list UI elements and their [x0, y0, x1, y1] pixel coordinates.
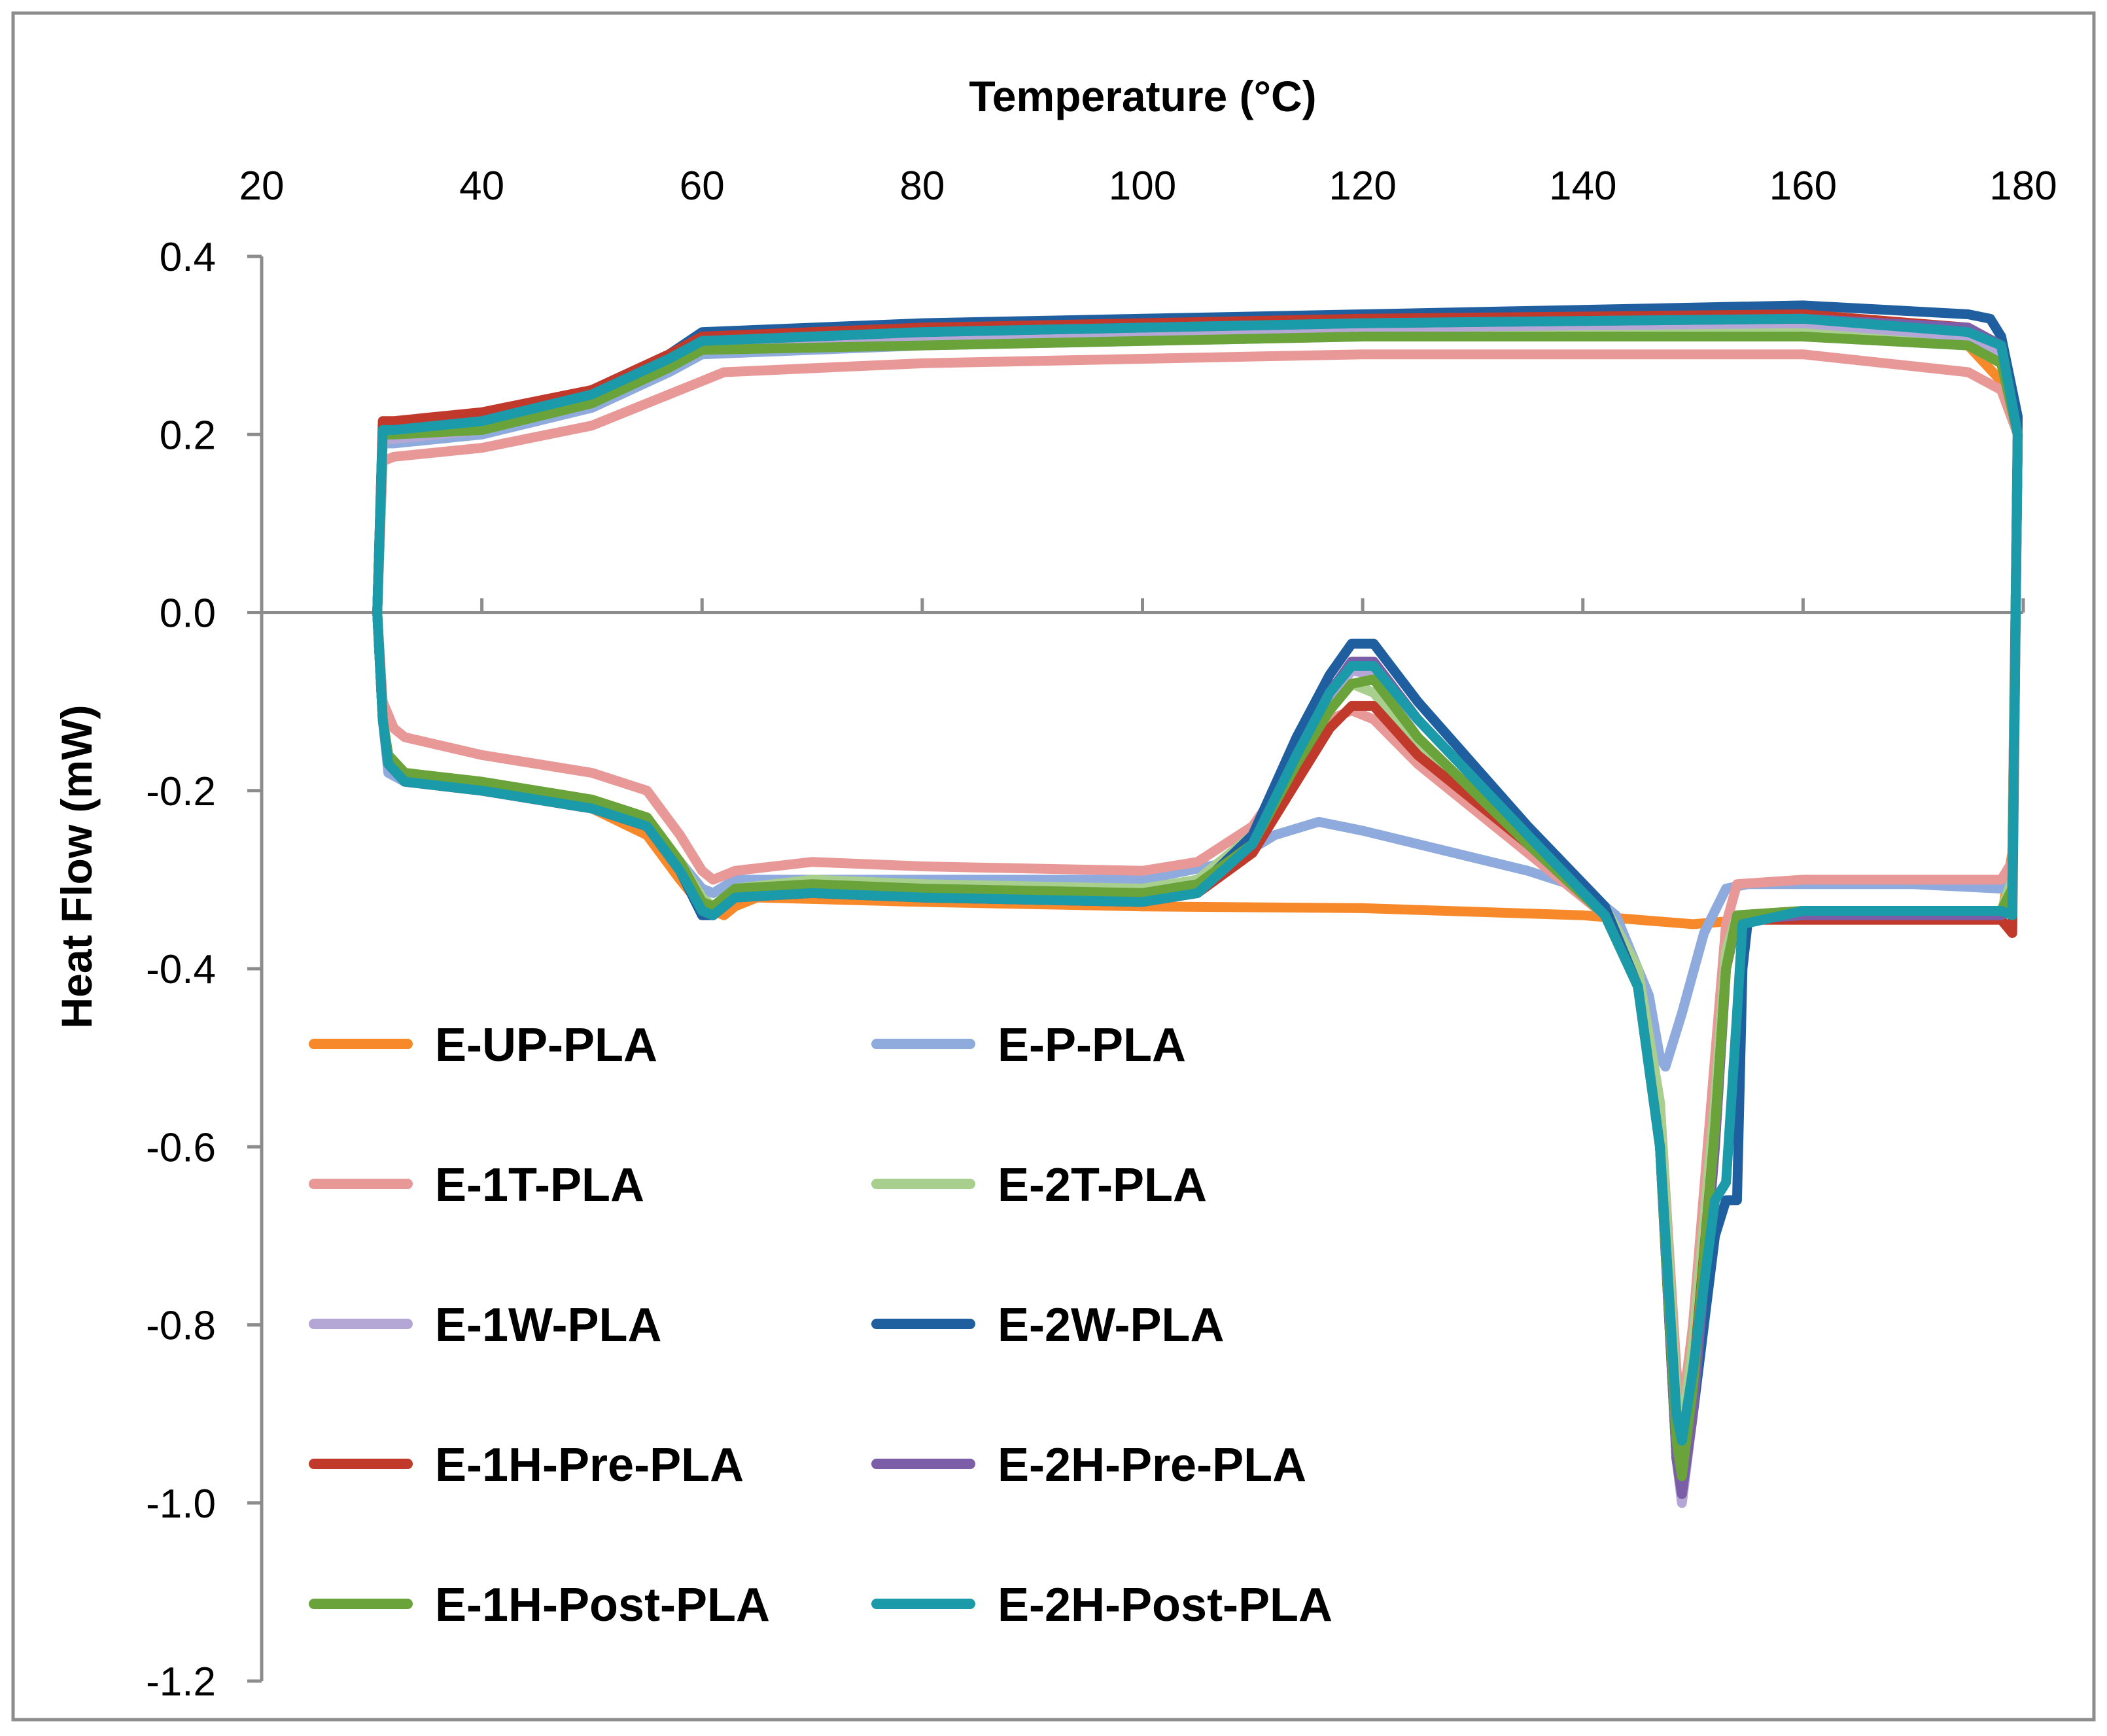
x-tick-label: 80	[899, 164, 945, 209]
x-tick-label: 120	[1329, 164, 1396, 209]
y-tick-label: 0.2	[160, 413, 216, 458]
y-tick-label: -1.2	[146, 1659, 216, 1705]
y-tick-label: 0.0	[160, 591, 216, 636]
legend-label: E-1H-Pre-PLA	[435, 1439, 744, 1491]
y-tick-label: 0.4	[160, 235, 216, 280]
series-line-e-2h-post-pla	[372, 313, 2023, 1446]
legend-label: E-1T-PLA	[435, 1159, 644, 1211]
axes-layer: 0.4 0.2 0.0 -0.2 -0.4 -0.6 -0.8 -1.0 -1.2 20 40 60 8…	[146, 164, 2057, 1705]
x-tick-label: 60	[680, 164, 725, 209]
legend-label: E-2H-Pre-PLA	[998, 1439, 1306, 1491]
x-tick-label: 140	[1549, 164, 1616, 209]
x-tick-label: 180	[1989, 164, 2057, 209]
legend-label: E-2T-PLA	[998, 1159, 1207, 1211]
legend-label: E-1W-PLA	[435, 1299, 662, 1351]
plot-area	[372, 300, 2023, 1508]
x-tick-label: 160	[1769, 164, 1837, 209]
y-tick-label: -0.4	[146, 947, 216, 992]
y-axis-title: Heat Flow (mW)	[52, 705, 101, 1029]
legend-label: E-2W-PLA	[998, 1299, 1225, 1351]
x-tick-label: 40	[459, 164, 504, 209]
legend-label: E-2H-Post-PLA	[998, 1579, 1332, 1631]
y-tick-label: -0.2	[146, 769, 216, 814]
legend-label: E-P-PLA	[998, 1019, 1186, 1071]
y-tick-label: -0.8	[146, 1304, 216, 1349]
y-tick-label: -1.0	[146, 1482, 216, 1527]
y-tick-label: -0.6	[146, 1125, 216, 1170]
legend-label: E-UP-PLA	[435, 1019, 657, 1071]
x-axis-title: Temperature (°C)	[969, 72, 1316, 120]
x-tick-label: 100	[1109, 164, 1176, 209]
x-tick-label: 20	[239, 164, 285, 209]
legend-label: E-1H-Post-PLA	[435, 1579, 770, 1631]
legend: E-UP-PLA E-P-PLA E-1T-PLA E-2T-PLA E-1W-PLA E…	[309, 1019, 1332, 1631]
